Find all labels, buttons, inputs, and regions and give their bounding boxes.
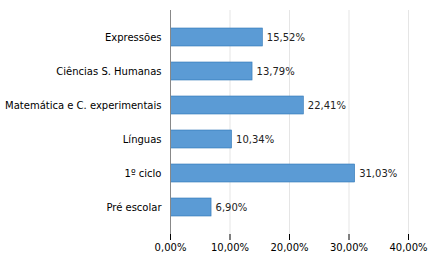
svg-text:30,00%: 30,00% (330, 242, 368, 253)
svg-text:1º ciclo: 1º ciclo (125, 168, 162, 179)
svg-text:31,03%: 31,03% (359, 168, 397, 179)
svg-text:0,00%: 0,00% (155, 242, 187, 253)
svg-text:13,79%: 13,79% (257, 66, 295, 77)
svg-text:Matemática e C. experimentais: Matemática e C. experimentais (5, 100, 161, 111)
svg-text:22,41%: 22,41% (308, 100, 346, 111)
svg-text:Pré escolar: Pré escolar (106, 202, 162, 213)
svg-text:10,34%: 10,34% (236, 134, 274, 145)
svg-text:Ciências S. Humanas: Ciências S. Humanas (56, 66, 161, 77)
svg-text:40,00%: 40,00% (389, 242, 427, 253)
svg-text:Línguas: Línguas (123, 134, 162, 145)
svg-text:Expressões: Expressões (105, 32, 162, 43)
svg-text:6,90%: 6,90% (216, 202, 248, 213)
svg-text:15,52%: 15,52% (267, 32, 305, 43)
svg-text:10,00%: 10,00% (211, 242, 249, 253)
svg-text:20,00%: 20,00% (270, 242, 308, 253)
